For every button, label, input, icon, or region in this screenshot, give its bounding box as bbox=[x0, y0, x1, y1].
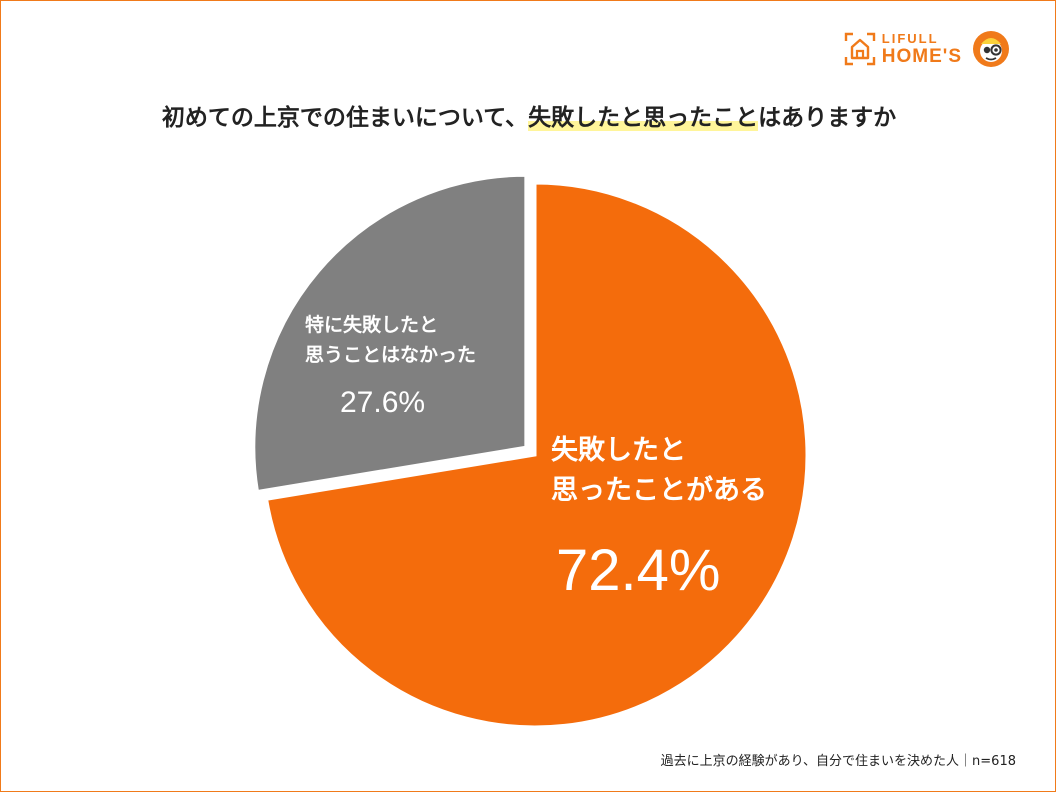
title-suffix: はありますか bbox=[758, 105, 897, 131]
title-highlight: 失敗したと思ったこと bbox=[528, 105, 759, 131]
mascot-icon bbox=[973, 31, 1009, 67]
slice-label-2-line-1: 特に失敗したと bbox=[305, 313, 438, 336]
pie-slice-2 bbox=[252, 173, 528, 494]
title-prefix: 初めての上京での住まいについて、 bbox=[161, 105, 529, 131]
slice-value-1: 72.4% bbox=[556, 538, 720, 603]
logo-text-top: LIFULL bbox=[881, 31, 939, 46]
slice-value-2: 27.6% bbox=[340, 386, 425, 419]
slice-label-1-line-2: 思ったことがある bbox=[551, 474, 767, 506]
pie-slice-1 bbox=[264, 181, 809, 729]
chart-title: 初めての上京での住まいについて、失敗したと思ったことはありますか bbox=[0, 98, 1058, 132]
footnote: 過去に上京の経験があり、自分で住まいを決めた人｜n=618 bbox=[660, 754, 1016, 769]
logo-text-bottom: HOME'S bbox=[881, 46, 962, 67]
lifull-homes-logo: LIFULL HOME'S bbox=[844, 30, 1010, 68]
house-icon bbox=[844, 32, 875, 66]
slice-label-2-line-2: 思うことはなかった bbox=[305, 344, 476, 366]
slice-label-1-line-1: 失敗したと bbox=[551, 435, 686, 466]
